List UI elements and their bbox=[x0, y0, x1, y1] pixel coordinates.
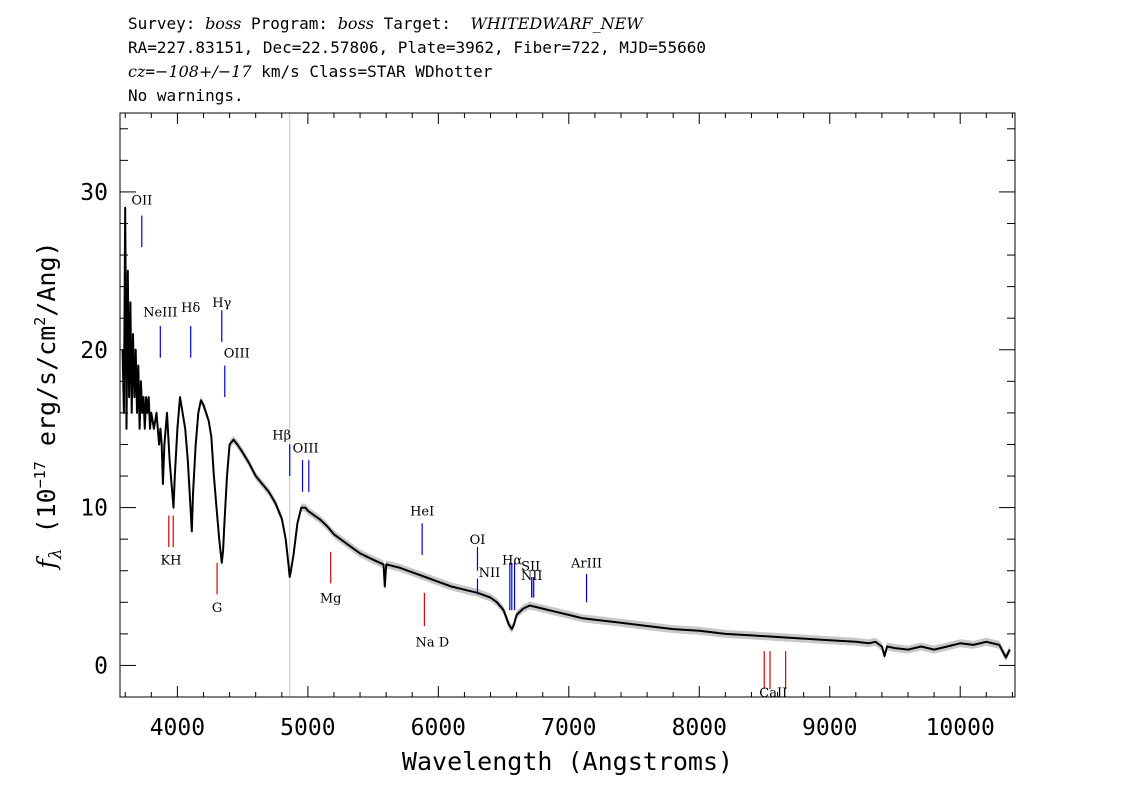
header-line-survey: Survey: boss Program: boss Target: WHITE… bbox=[128, 12, 706, 36]
cz-equals: = bbox=[145, 62, 156, 81]
emission-line-label: Hβ bbox=[272, 429, 291, 444]
y-tick-label: 30 bbox=[80, 180, 108, 206]
emission-line-label: HeI bbox=[410, 504, 434, 519]
x-tick-label: 7000 bbox=[541, 715, 596, 741]
y-tick-label: 0 bbox=[94, 653, 108, 679]
plot-frame bbox=[119, 112, 1016, 698]
header-line-coordinates: RA=227.83151, Dec=22.57806, Plate=3962, … bbox=[128, 38, 706, 57]
x-tick-label: 5000 bbox=[280, 715, 335, 741]
absorption-line-label: CaII bbox=[759, 686, 787, 701]
survey-label: Survey: bbox=[128, 14, 206, 33]
x-tick-label: 9000 bbox=[802, 715, 857, 741]
emission-line-label: NeIII bbox=[143, 306, 177, 321]
error-band bbox=[122, 203, 1010, 662]
header-line-warnings: No warnings. bbox=[128, 86, 244, 105]
x-tick-label: 8000 bbox=[672, 715, 727, 741]
y-tick-label: 20 bbox=[80, 338, 108, 364]
emission-line-label: Hδ bbox=[181, 301, 200, 316]
cz-value: −108+/−17 bbox=[155, 62, 252, 81]
emission-line-label: ArIII bbox=[570, 557, 602, 572]
emission-line-label: OI bbox=[470, 533, 486, 548]
emission-line-label: OIII bbox=[224, 347, 250, 362]
y-tick-label: 10 bbox=[80, 496, 108, 522]
emission-line-label: Hα bbox=[502, 553, 522, 568]
x-tick-label: 10000 bbox=[926, 715, 995, 741]
class-text: km/s Class=STAR WDhotter bbox=[251, 62, 493, 81]
cz-label: cz bbox=[128, 62, 146, 81]
x-tick-label: 6000 bbox=[411, 715, 466, 741]
emission-line-label: NII bbox=[479, 566, 501, 581]
header-line-redshift: cz=−108+/−17 km/s Class=STAR WDhotter bbox=[128, 60, 706, 84]
emission-line-label: SII bbox=[521, 560, 540, 575]
y-axis-title: fλ (10−17 erg/s/cm2/Ang) bbox=[31, 241, 66, 570]
emission-line-label: NII bbox=[521, 569, 543, 584]
target-label: Target: bbox=[373, 14, 471, 33]
spectrum-header: Survey: boss Program: boss Target: WHITE… bbox=[128, 12, 706, 108]
absorption-line-label: G bbox=[212, 601, 222, 616]
emission-line-label: Hγ bbox=[212, 296, 231, 311]
target-value: WHITEDWARF_NEW bbox=[470, 14, 643, 33]
absorption-line-label: Mg bbox=[320, 591, 342, 606]
absorption-line-label: KH bbox=[160, 553, 181, 568]
survey-value: boss bbox=[205, 14, 242, 33]
x-tick-label: 4000 bbox=[150, 715, 205, 741]
absorption-line-label: Na D bbox=[416, 635, 450, 650]
x-axis-title: Wavelength (Angstroms) bbox=[402, 747, 733, 776]
spectrum-line bbox=[121, 206, 1011, 659]
program-value: boss bbox=[337, 14, 374, 33]
emission-line-label: OIII bbox=[293, 441, 319, 456]
program-label: Program: bbox=[241, 14, 338, 33]
emission-line-label: OII bbox=[131, 194, 152, 209]
